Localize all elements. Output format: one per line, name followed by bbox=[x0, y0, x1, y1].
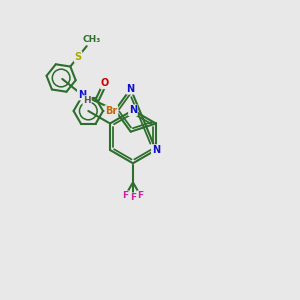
Text: Br: Br bbox=[105, 106, 117, 116]
Text: O: O bbox=[101, 78, 109, 88]
Text: F: F bbox=[137, 191, 144, 200]
Text: CH₃: CH₃ bbox=[82, 35, 101, 44]
Text: S: S bbox=[74, 52, 82, 62]
Text: F: F bbox=[122, 191, 128, 200]
Text: N: N bbox=[129, 105, 137, 115]
Text: N: N bbox=[127, 84, 135, 94]
Text: N: N bbox=[152, 145, 160, 155]
Text: F: F bbox=[130, 193, 136, 202]
Text: N: N bbox=[78, 90, 86, 100]
Text: H: H bbox=[83, 96, 91, 105]
